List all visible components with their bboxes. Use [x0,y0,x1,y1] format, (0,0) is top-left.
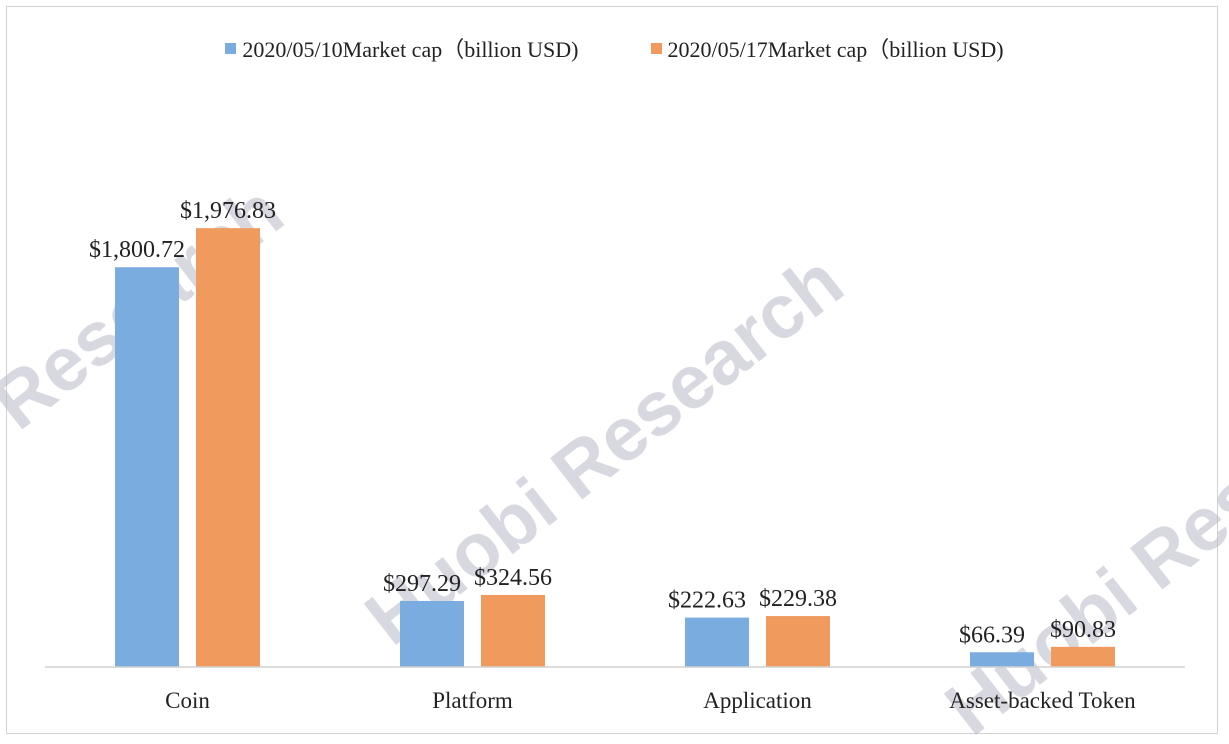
legend-swatch-series-1 [225,42,237,54]
data-label: $1,976.83 [180,198,276,224]
bar-application-series-1 [685,617,749,667]
legend-label-series-1: 2020/05/10Market cap（billion USD) [242,37,579,62]
legend-swatch-series-2 [650,42,662,54]
bar-coin-series-2 [196,228,260,667]
data-label: $297.29 [383,571,461,597]
bar-platform-series-1 [400,601,464,667]
legend-item-series-2: 2020/05/17Market cap（billion USD) [650,32,1004,64]
bar-application-series-2 [766,616,830,667]
x-tick-label: Platform [432,688,513,713]
x-tick-label: Asset-backed Token [949,688,1136,713]
bar-asset-backed-token-series-2 [1051,646,1115,667]
data-label: $229.38 [759,586,837,612]
bar-asset-backed-token-series-1 [970,652,1034,667]
data-label: $222.63 [668,588,746,614]
data-label: $90.83 [1050,617,1116,643]
data-label: $66.39 [959,622,1025,648]
data-label: $1,800.72 [89,237,185,263]
x-tick-label: Application [703,688,812,713]
x-tick-label: Coin [165,688,210,713]
data-label: $324.56 [474,565,552,591]
chart-legend: 2020/05/10Market cap（billion USD) 2020/0… [0,32,1229,64]
legend-item-series-1: 2020/05/10Market cap（billion USD) [225,32,579,64]
bar-coin-series-1 [115,267,179,667]
legend-label-series-2: 2020/05/17Market cap（billion USD) [667,37,1004,62]
watermark-text: Huobi Research [930,328,1229,744]
bar-platform-series-2 [481,594,545,667]
